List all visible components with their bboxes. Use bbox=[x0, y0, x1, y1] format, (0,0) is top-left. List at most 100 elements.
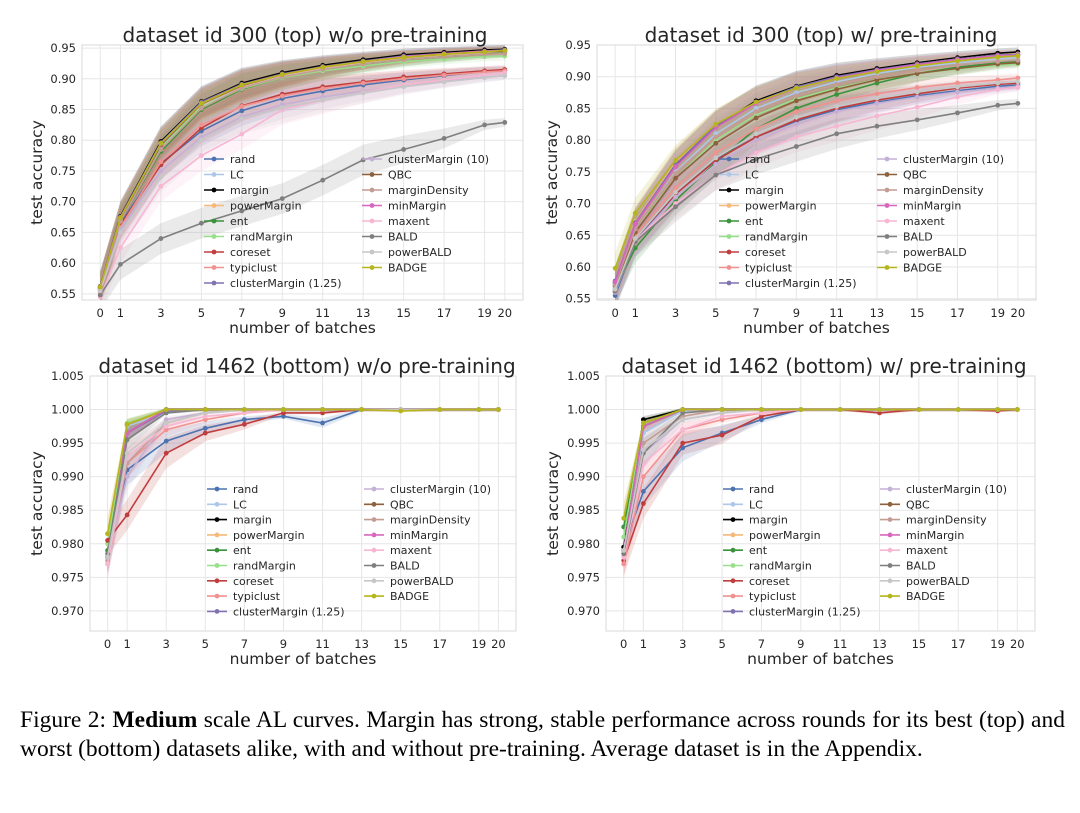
point-badge bbox=[877, 407, 882, 412]
point-typiclust bbox=[320, 86, 326, 92]
x-tick-label: 5 bbox=[198, 306, 205, 320]
y-tick-label: 0.70 bbox=[565, 197, 591, 211]
y-tick-label: 0.995 bbox=[567, 436, 600, 450]
legend-marker-powermargin bbox=[211, 203, 217, 208]
point-powerbald bbox=[124, 450, 130, 456]
point-rand bbox=[202, 425, 208, 431]
band-clustermargin-1-25 bbox=[615, 50, 1018, 297]
line-coreset bbox=[614, 82, 1018, 293]
legend-label-margindensity: marginDensity bbox=[388, 184, 469, 197]
y-axis-label: test accuracy bbox=[543, 120, 561, 225]
line-powerbald bbox=[614, 81, 1018, 290]
point-bald bbox=[753, 156, 759, 162]
legend-label-coreset: coreset bbox=[749, 575, 790, 588]
legend-label-clustermargin-1-25: clusterMargin (1.25) bbox=[745, 277, 857, 290]
y-tick-label: 0.55 bbox=[50, 287, 76, 301]
point-badge bbox=[673, 158, 678, 163]
point-badge bbox=[713, 121, 719, 127]
point-maxent bbox=[874, 113, 880, 119]
legend-marker-ent bbox=[214, 547, 220, 553]
point-badge bbox=[281, 407, 286, 412]
point-maxent bbox=[914, 104, 920, 110]
legend-marker-maxent bbox=[371, 547, 377, 553]
point-bald bbox=[198, 220, 204, 226]
legend-marker-coreset bbox=[730, 578, 736, 584]
point-clustermargin-10 bbox=[874, 100, 880, 106]
point-badge bbox=[105, 531, 110, 537]
point-powerbald bbox=[632, 236, 638, 241]
point-margindensity bbox=[1015, 57, 1021, 63]
legend-label-qbc: QBC bbox=[390, 498, 414, 511]
x-tick-label: 9 bbox=[280, 637, 287, 651]
legend-label-clustermargin-10: clusterMargin (10) bbox=[388, 153, 489, 166]
point-bald bbox=[621, 551, 627, 557]
line-maxent bbox=[614, 86, 1018, 291]
legend-marker-qbc bbox=[369, 172, 375, 177]
y-tick-label: 0.95 bbox=[50, 41, 76, 55]
legend-label-ent: ent bbox=[749, 544, 768, 557]
legend-label-powerbald: powerBALD bbox=[388, 246, 452, 259]
line-clustermargin-10 bbox=[614, 85, 1018, 293]
point-powerbald bbox=[158, 174, 164, 180]
x-tick-label: 0 bbox=[620, 637, 627, 651]
band-randmargin bbox=[100, 51, 505, 300]
legend-label-ent: ent bbox=[745, 215, 764, 228]
band-maxent bbox=[100, 68, 505, 300]
legend-label-minmargin: minMargin bbox=[906, 529, 964, 542]
legend-label-typiclust: typiclust bbox=[745, 262, 793, 275]
point-rand bbox=[163, 438, 169, 444]
point-clustermargin-10 bbox=[673, 194, 678, 200]
band-clustermargin-1-25 bbox=[107, 408, 499, 573]
x-tick-label: 3 bbox=[679, 637, 686, 651]
legend-marker-margindensity bbox=[887, 517, 893, 522]
legend-marker-typiclust bbox=[214, 593, 220, 599]
point-badge bbox=[279, 72, 285, 77]
point-maxent bbox=[198, 153, 204, 159]
point-bald bbox=[955, 110, 960, 116]
y-tick-label: 1.005 bbox=[567, 369, 600, 383]
point-coreset bbox=[105, 538, 110, 543]
legend-label-minmargin: minMargin bbox=[388, 200, 446, 213]
legend-marker-bald bbox=[884, 234, 890, 239]
legend-label-qbc: QBC bbox=[388, 169, 412, 182]
point-badge bbox=[163, 407, 169, 412]
y-tick-label: 1.005 bbox=[51, 369, 84, 383]
point-badge bbox=[640, 420, 646, 426]
point-powerbald bbox=[640, 447, 646, 453]
point-ent bbox=[834, 92, 840, 97]
band-margin bbox=[107, 408, 499, 573]
legend-label-randmargin: randMargin bbox=[749, 560, 812, 573]
point-badge bbox=[955, 407, 961, 412]
point-powerbald bbox=[874, 95, 880, 101]
point-coreset bbox=[320, 410, 325, 416]
x-tick-label: 0 bbox=[611, 306, 618, 320]
legend-marker-bald bbox=[887, 563, 893, 568]
point-typiclust bbox=[279, 93, 285, 99]
point-badge bbox=[360, 59, 366, 64]
x-tick-label: 11 bbox=[315, 637, 330, 651]
legend-marker-qbc bbox=[371, 501, 377, 507]
point-typiclust bbox=[360, 80, 366, 86]
point-powerbald bbox=[360, 90, 366, 96]
legend-label-badge: BADGE bbox=[390, 590, 429, 603]
point-typiclust bbox=[441, 72, 447, 78]
point-powerbald bbox=[673, 189, 678, 195]
point-maxent bbox=[955, 94, 960, 100]
line-ent bbox=[614, 60, 1018, 290]
x-tick-label: 5 bbox=[712, 306, 719, 320]
point-powerbald bbox=[753, 131, 759, 137]
legend-marker-powermargin bbox=[726, 203, 732, 208]
point-coreset bbox=[202, 430, 208, 436]
x-tick-label: 17 bbox=[950, 306, 965, 320]
point-margindensity bbox=[640, 440, 646, 446]
x-tick-label: 3 bbox=[163, 637, 170, 651]
point-coreset bbox=[241, 421, 247, 427]
legend-label-margindensity: marginDensity bbox=[906, 514, 987, 527]
point-badge bbox=[398, 408, 404, 414]
point-bald bbox=[97, 292, 103, 298]
legend-label-margin: margin bbox=[230, 184, 269, 197]
legend-label-clustermargin-10: clusterMargin (10) bbox=[903, 153, 1004, 166]
legend-marker-qbc bbox=[887, 501, 893, 507]
x-axis-label: number of batches bbox=[743, 319, 890, 337]
line-coreset bbox=[99, 68, 505, 291]
